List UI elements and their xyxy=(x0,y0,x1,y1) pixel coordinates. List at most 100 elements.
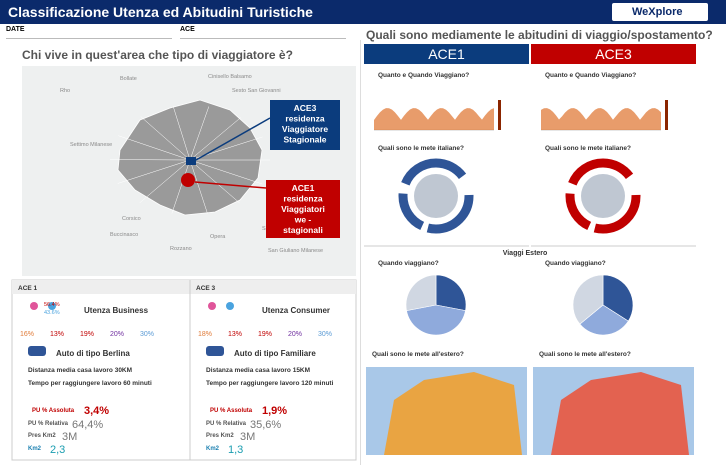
ace1-zone xyxy=(181,173,195,187)
callout-box xyxy=(270,100,340,150)
callout-line xyxy=(195,117,271,161)
europe-land xyxy=(384,372,522,455)
map-label: San Giuliano Milanese xyxy=(268,248,323,254)
logo-box xyxy=(612,3,708,21)
pres-label: Pres Km2 xyxy=(28,433,56,439)
europe-land xyxy=(551,372,689,455)
icon-female xyxy=(30,302,38,310)
zone-border xyxy=(189,159,208,214)
car-icon xyxy=(206,346,224,356)
pie-slice xyxy=(435,274,467,311)
subtitle: Quali sono le mete italiane? xyxy=(378,145,464,152)
callout-text: residenza xyxy=(285,114,324,124)
time: Tempo per raggiungere lavoro 60 minuti xyxy=(28,380,152,387)
km-label: Km2 xyxy=(206,446,220,452)
filter-date[interactable]: DATE xyxy=(6,26,172,39)
area-chart xyxy=(541,108,661,130)
pie-slice xyxy=(405,274,437,311)
pu-abs-label: PU % Assoluta xyxy=(210,408,253,414)
subtitle: Quanto e Quando Viaggiano? xyxy=(545,72,636,79)
map-label: Buccinasco xyxy=(110,232,138,238)
subtitle: Quando viaggiano? xyxy=(378,260,439,267)
zone-border xyxy=(189,106,210,161)
column-title: ACE1 xyxy=(428,46,465,62)
column-header xyxy=(531,44,696,64)
donut-outer xyxy=(565,158,641,234)
map-label: Cinisello Balsamo xyxy=(208,74,252,80)
zone-border xyxy=(172,106,191,161)
column-header xyxy=(364,44,529,64)
column-title: ACE3 xyxy=(595,46,632,62)
pie-slice xyxy=(406,304,466,336)
map-label: Corsico xyxy=(122,216,141,222)
map-label: Rozzano xyxy=(170,246,192,252)
filter-ace[interactable]: ACE xyxy=(180,26,346,39)
area-chart xyxy=(374,108,494,130)
logo: WeXplore xyxy=(632,6,683,18)
age-pct: 19% xyxy=(80,331,94,338)
km: 1,3 xyxy=(228,444,243,456)
section-title: Viaggi Estero xyxy=(503,250,548,257)
time: Tempo per raggiungere lavoro 120 minuti xyxy=(206,380,334,387)
callout-text: residenza xyxy=(283,194,322,204)
subtitle: Quando viaggiano? xyxy=(545,260,606,267)
icon-female xyxy=(208,302,216,310)
car-type: Auto di tipo Familiare xyxy=(234,349,316,358)
age-pct: 16% xyxy=(20,331,34,338)
age-pct: 30% xyxy=(140,331,154,338)
callout-text: Stagionale xyxy=(284,135,327,145)
zone-border xyxy=(171,159,191,214)
male-pct: 43.6% xyxy=(44,310,60,316)
pie-slice xyxy=(579,304,629,336)
right-question: Quali sono mediamente le abitudini di vi… xyxy=(366,28,713,42)
map-label: Sesto San Giovanni xyxy=(232,88,281,94)
km-label: Km2 xyxy=(28,446,42,452)
age-pct: 18% xyxy=(198,331,212,338)
map-label: Rho xyxy=(60,88,70,94)
age-pct: 30% xyxy=(318,331,332,338)
icon-male xyxy=(48,302,56,310)
callout-text: stagionali xyxy=(283,225,323,235)
panel-name: ACE 1 xyxy=(18,285,38,292)
subtitle: Quanto e Quando Viaggiano? xyxy=(378,72,469,79)
zone-border xyxy=(117,159,191,184)
map-label: Settimo Milanese xyxy=(70,142,112,148)
callout-box xyxy=(266,180,340,238)
pu-abs: 1,9% xyxy=(262,405,287,417)
subtitle: Quali sono le mete italiane? xyxy=(545,145,631,152)
zone-border xyxy=(139,159,191,203)
legend-gradient xyxy=(498,100,501,130)
zone-border xyxy=(118,135,191,161)
pres: 3M xyxy=(62,431,77,443)
callout-text: we - xyxy=(294,215,312,225)
car-type: Auto di tipo Berlina xyxy=(56,349,130,358)
callout-text: Viaggiatori xyxy=(281,204,325,214)
italy-map xyxy=(414,174,458,218)
header-bar xyxy=(0,0,726,24)
callout-text: ACE1 xyxy=(292,183,315,193)
pu-abs-label: PU % Assoluta xyxy=(32,408,75,414)
pu-rel: 64,4% xyxy=(72,419,103,431)
age-pct: 20% xyxy=(288,331,302,338)
subtitle: Quali sono le mete all'estero? xyxy=(539,351,631,358)
pu-abs: 3,4% xyxy=(84,405,109,417)
subtitle: Quali sono le mete all'estero? xyxy=(372,351,464,358)
zone-border xyxy=(189,159,263,185)
ace3-zone xyxy=(186,157,196,165)
left-question: Chi vive in quest'area che tipo di viagg… xyxy=(22,48,293,62)
zone-border xyxy=(189,117,241,161)
pu-rel-label: PU % Relativa xyxy=(28,421,69,427)
icon-male xyxy=(226,302,234,310)
distance: Distanza media casa lavoro 15KM xyxy=(206,367,310,374)
callout-text: ACE3 xyxy=(294,103,317,113)
km: 2,3 xyxy=(50,444,65,456)
user-type: Utenza Business xyxy=(84,306,149,315)
car-icon xyxy=(28,346,46,356)
panel-name: ACE 3 xyxy=(196,285,216,292)
panel-bg xyxy=(11,279,357,461)
user-type: Utenza Consumer xyxy=(262,306,330,315)
age-pct: 19% xyxy=(258,331,272,338)
donut-outer xyxy=(398,158,474,234)
